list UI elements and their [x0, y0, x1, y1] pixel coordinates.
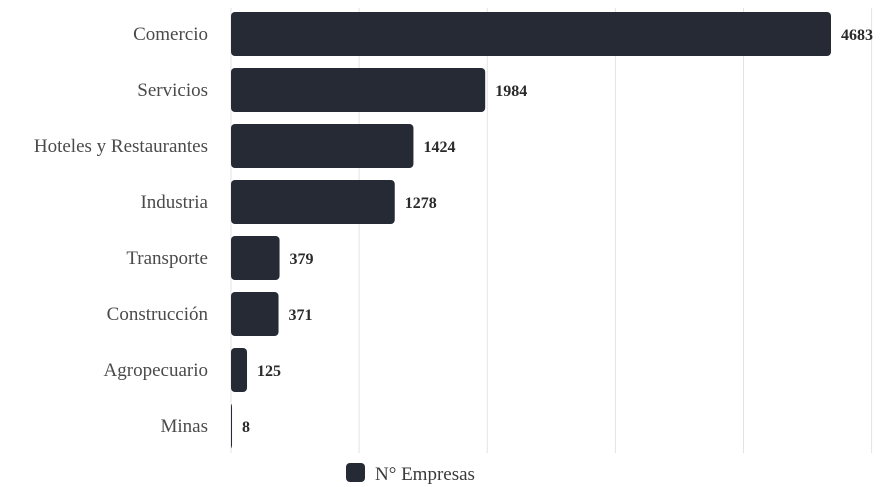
category-label-3: Industria [140, 192, 208, 213]
bar-3[interactable] [231, 180, 395, 224]
legend-label: N° Empresas [375, 464, 475, 485]
bar-2[interactable] [231, 124, 414, 168]
value-label-2: 1424 [423, 139, 455, 156]
value-label-3: 1278 [405, 195, 437, 212]
category-label-1: Servicios [137, 80, 208, 101]
category-label-6: Agropecuario [104, 360, 208, 381]
labels: Comercio 4683 Servicios 1984 Hoteles y Resta… [34, 24, 873, 437]
bar-6[interactable] [231, 348, 248, 392]
category-label-0: Comercio [133, 24, 208, 45]
bar-5[interactable] [231, 292, 279, 336]
category-label-7: Minas [161, 416, 209, 437]
legend[interactable]: N° Empresas [346, 463, 475, 485]
bar-1[interactable] [231, 68, 486, 112]
value-label-1: 1984 [495, 83, 527, 100]
bar-7[interactable] [231, 404, 233, 448]
bar-0[interactable] [231, 12, 831, 56]
value-label-0: 4683 [841, 27, 873, 44]
legend-swatch [346, 463, 365, 482]
value-label-7: 8 [242, 419, 250, 436]
bar-4[interactable] [231, 236, 280, 280]
category-label-2: Hoteles y Restaurantes [34, 136, 208, 157]
value-label-5: 371 [289, 307, 313, 324]
bars [231, 12, 831, 448]
category-label-5: Construcción [107, 304, 209, 325]
value-label-4: 379 [290, 251, 314, 268]
value-label-6: 125 [257, 363, 281, 380]
category-label-4: Transporte [126, 248, 208, 269]
